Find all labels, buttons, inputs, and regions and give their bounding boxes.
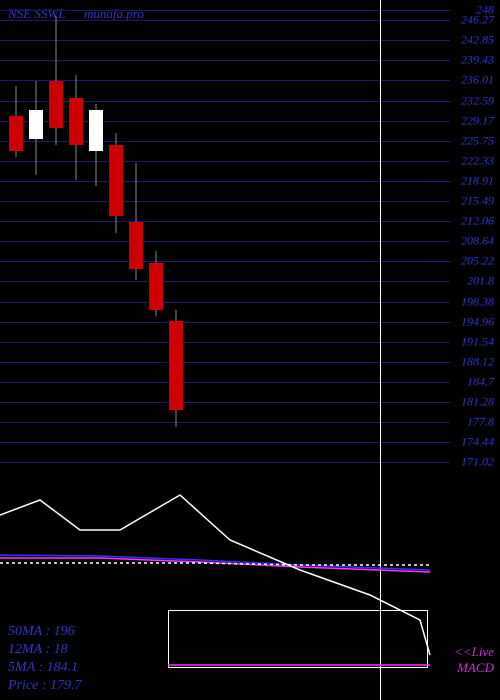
candle-body	[109, 145, 123, 216]
candle	[88, 0, 104, 700]
grid-label: 225.75	[461, 133, 494, 148]
grid-label: 218.91	[461, 173, 494, 188]
grid-label: 232.59	[461, 93, 494, 108]
candle	[168, 0, 184, 700]
grid-label: 236.01	[461, 73, 494, 88]
candle	[28, 0, 44, 700]
candle-body	[29, 110, 43, 139]
ma50-label: 50MA : 196	[8, 624, 75, 640]
grid-label: 242.85	[461, 33, 494, 48]
grid-label: 177.8	[467, 415, 494, 430]
grid-label: 194.96	[461, 314, 494, 329]
stock-chart: NSE SSWL munafa.pro 248246.27242.85239.4…	[0, 0, 500, 700]
macd-box	[168, 610, 428, 668]
grid-label: 191.54	[461, 334, 494, 349]
candle	[8, 0, 24, 700]
grid-label: 212.06	[461, 214, 494, 229]
candle	[68, 0, 84, 700]
macd-label: MACD	[457, 660, 494, 676]
grid-label: 246.27	[461, 13, 494, 28]
grid-label: 188.12	[461, 354, 494, 369]
grid-label: 201.8	[467, 274, 494, 289]
candle-body	[169, 321, 183, 409]
ma12-label: 12MA : 18	[8, 642, 68, 658]
grid-label: 215.49	[461, 193, 494, 208]
indicator-line	[0, 563, 430, 565]
grid-label: 174.44	[461, 435, 494, 450]
grid-label: 239.43	[461, 53, 494, 68]
grid-label: 222.33	[461, 153, 494, 168]
indicator-line	[0, 558, 430, 572]
grid-label: 171.02	[461, 455, 494, 470]
candle-body	[69, 98, 83, 145]
candle-body	[9, 116, 23, 151]
candle-body	[49, 81, 63, 128]
grid-label: 208.64	[461, 234, 494, 249]
indicator-line	[0, 555, 430, 570]
candle	[128, 0, 144, 700]
grid-label: 198.38	[461, 294, 494, 309]
ma5-label: 5MA : 184.1	[8, 660, 78, 676]
grid-label: 229.17	[461, 113, 494, 128]
candle	[108, 0, 124, 700]
candle-body	[89, 110, 103, 151]
live-label: <<Live	[454, 644, 494, 660]
grid-label: 181.28	[461, 394, 494, 409]
price-label: Price : 179.7	[8, 678, 81, 694]
candle-body	[129, 222, 143, 269]
grid-label: 184.7	[467, 374, 494, 389]
grid-label: 205.22	[461, 254, 494, 269]
vertical-marker	[380, 0, 381, 700]
candle-body	[149, 263, 163, 310]
candle	[48, 0, 64, 700]
candle	[148, 0, 164, 700]
